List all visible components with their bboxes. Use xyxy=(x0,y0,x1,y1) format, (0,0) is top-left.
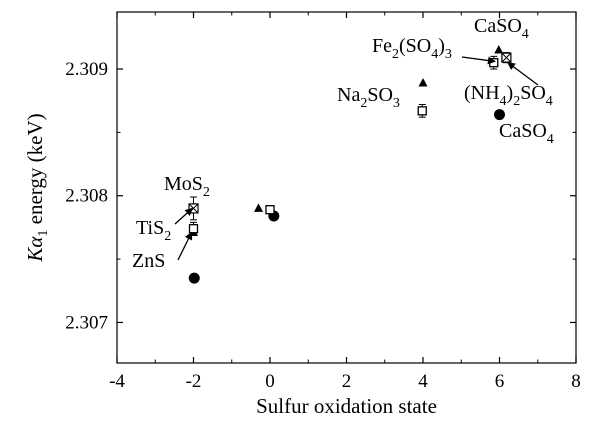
data-point-crossed-square-x xyxy=(501,52,512,63)
x-tick-label: 6 xyxy=(495,371,505,392)
data-point-circle xyxy=(494,109,505,121)
data-point-square xyxy=(489,58,499,68)
label-tis2: TiS2 xyxy=(136,217,171,244)
data-point-square xyxy=(188,224,199,234)
data-point-square xyxy=(265,205,275,215)
arrow-nh42so4 xyxy=(507,62,539,86)
x-axis-label: Sulfur oxidation state xyxy=(256,394,437,418)
y-tick-label: 2.307 xyxy=(65,312,108,333)
data-point-triangle xyxy=(418,77,428,87)
data-point-square xyxy=(417,106,427,116)
x-tick-label: 0 xyxy=(265,371,275,392)
axes: -4 -2 0 2 4 6 8 2.307 2.308 2.309 Sulfur oxidation… xyxy=(23,12,581,418)
y-axis-label: Kα1 energy (keV) xyxy=(23,113,51,262)
y-tick-label: 2.309 xyxy=(65,59,108,80)
label-zns: ZnS xyxy=(132,250,165,272)
label-caso4-top: CaSO4 xyxy=(474,15,529,42)
annotation-labels: MoS2 TiS2 ZnS Fe2(SO4)3 CaSO4 Na2SO3 (NH4)2SO4… xyxy=(132,15,554,272)
data-point-triangle xyxy=(254,203,264,212)
x-tick-label: -4 xyxy=(109,371,125,392)
label-nh42so4: (NH4)2SO4 xyxy=(464,82,553,109)
x-tick-label: 2 xyxy=(342,371,352,392)
arrow-tis2 xyxy=(174,207,194,225)
x-tick-label: -2 xyxy=(186,371,202,392)
x-tick-label: 4 xyxy=(418,371,428,392)
data-point-circle xyxy=(188,272,200,284)
label-fe2so43: Fe2(SO4)3 xyxy=(372,35,452,62)
data-point-triangle xyxy=(494,45,504,54)
arrow-fe2so43 xyxy=(461,56,496,65)
label-caso4-bottom: CaSO4 xyxy=(499,120,554,147)
y-tick-label: 2.308 xyxy=(65,186,108,207)
arrow-zns xyxy=(177,231,193,261)
x-tick-label: 8 xyxy=(571,371,581,392)
label-mos2: MoS2 xyxy=(164,173,210,200)
label-na2so3: Na2SO3 xyxy=(337,84,400,111)
data-marks xyxy=(188,45,512,284)
